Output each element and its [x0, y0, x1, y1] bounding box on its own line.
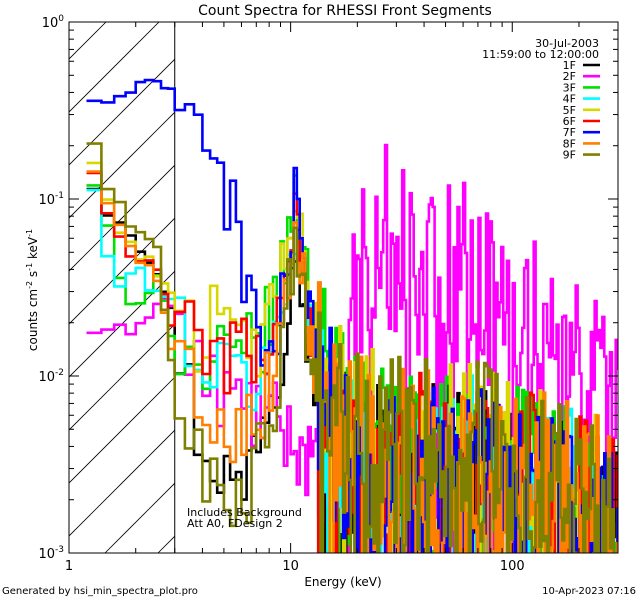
- series-line-2F: [86, 143, 618, 553]
- y-tick-label: 100: [42, 14, 65, 31]
- x-tick-label: 1: [65, 559, 73, 574]
- legend-label-8F: 8F: [563, 137, 576, 150]
- chart-title: Count Spectra for RHESSI Front Segments: [198, 3, 492, 19]
- y-tick-label: 10-3: [38, 545, 64, 562]
- annotation-line-1: Includes Background: [187, 506, 302, 519]
- legend-label-6F: 6F: [563, 115, 576, 128]
- y-axis-label: counts cm-2 s-1 keV-1: [25, 229, 40, 351]
- hatch-line: [69, 22, 107, 60]
- y-axis: 100 10-1 10-2 10-3: [38, 14, 618, 562]
- plot-frame: [68, 21, 619, 554]
- legend-label-3F: 3F: [563, 81, 576, 94]
- y-tick-label: 10-2: [38, 368, 64, 385]
- generated-by-label: Generated by hsi_min_spectra_plot.pro: [2, 586, 198, 597]
- annotation: Includes Background Att A0, FDesign 2: [187, 506, 302, 530]
- x-axis: 1 10 100: [65, 22, 619, 574]
- x-tick-label: 100: [500, 559, 525, 574]
- date-label: 30-Jul-2003: [535, 37, 599, 50]
- annotation-line-2: Att A0, FDesign 2: [187, 517, 283, 530]
- hatch-line: [69, 22, 160, 113]
- legend-label-5F: 5F: [563, 104, 576, 117]
- legend-label-2F: 2F: [563, 70, 576, 83]
- x-tick-label: 10: [282, 559, 299, 574]
- legend-label-1F: 1F: [563, 59, 576, 72]
- timestamp-label: 10-Apr-2023 07:16: [542, 586, 636, 597]
- hatch-line: [69, 429, 175, 537]
- series-line-9F: [86, 142, 616, 553]
- hatch-line: [69, 376, 175, 484]
- series-layer: [86, 78, 618, 553]
- legend-label-7F: 7F: [563, 126, 576, 139]
- header-info: 30-Jul-2003 11:59:00 to 12:00:00: [482, 37, 599, 61]
- legend-label-9F: 9F: [563, 149, 576, 162]
- time-range-label: 11:59:00 to 12:00:00: [482, 48, 599, 61]
- hatch-line: [69, 164, 175, 272]
- x-axis-label: Energy (keV): [304, 575, 381, 589]
- legend-label-4F: 4F: [563, 93, 576, 106]
- y-tick-label: 10-1: [38, 191, 64, 208]
